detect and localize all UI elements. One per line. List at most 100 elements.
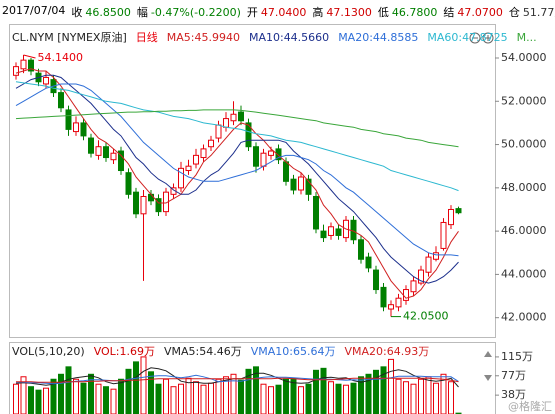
volume-bar — [253, 366, 259, 414]
candle-body — [440, 221, 447, 249]
volume-bar — [88, 373, 94, 414]
volume-bar — [388, 358, 394, 414]
y-tick-label: 54.0000 — [501, 51, 547, 64]
candle-body — [268, 150, 274, 156]
y-tick-label: 52.0000 — [501, 94, 547, 107]
candle-body — [118, 150, 124, 172]
candle-body — [358, 239, 364, 260]
candle-body — [148, 193, 154, 202]
quote-item: 开 47.0400 — [247, 4, 307, 20]
y-tick-label: 77万 — [501, 369, 526, 382]
candle-body — [275, 148, 282, 161]
ma-line — [16, 377, 459, 383]
volume-bar — [95, 383, 102, 414]
volume-bar — [110, 388, 117, 414]
candle-body — [73, 122, 79, 133]
price-frame — [9, 24, 496, 338]
candle-body — [88, 137, 94, 154]
candle-body — [245, 122, 252, 148]
volume-bar — [298, 386, 304, 414]
candle-body — [373, 269, 379, 291]
candle-body — [133, 191, 139, 215]
candle-body — [140, 195, 147, 215]
volume-bar — [305, 383, 312, 414]
candle-body — [95, 146, 102, 156]
quote-item: 收 46.8500 — [71, 4, 131, 20]
candle-body — [13, 66, 19, 76]
volume-bar — [380, 366, 387, 414]
volume-bar — [410, 383, 417, 414]
quote-label: 结 — [443, 6, 455, 19]
volume-bar — [125, 368, 132, 414]
volume-bar — [425, 376, 432, 414]
volume-bar — [260, 383, 267, 414]
volume-bar — [268, 386, 274, 414]
volume-bar — [275, 384, 282, 414]
candle-body — [395, 297, 402, 308]
quote-label: 低 — [377, 6, 389, 19]
candle-body — [448, 208, 454, 226]
quote-value: 46.7800 — [391, 6, 438, 19]
candle-body — [365, 256, 372, 269]
max-pointer — [23, 54, 36, 59]
max-label: 54.1400 — [38, 51, 84, 64]
volume-bar — [28, 386, 34, 414]
volume-bar — [230, 373, 237, 414]
candle-body — [110, 152, 117, 161]
legend-entry: M... — [517, 31, 537, 44]
candle-body — [20, 59, 27, 70]
candle-body — [388, 304, 394, 310]
y-tick-label: 48.0000 — [501, 181, 547, 194]
quote-bar: 2017/07/04 收 46.8500 幅 -0.47%(-0.2200) 开 47.04… — [2, 4, 555, 20]
date: 2017/07/04 — [2, 4, 66, 17]
quote-label: 仓 — [508, 6, 520, 19]
volume-bar — [418, 378, 424, 414]
y-tick-label: 38万 — [501, 388, 526, 401]
volume-bar — [283, 378, 289, 414]
candle-body — [418, 269, 424, 284]
scroll-arrows[interactable] — [484, 351, 492, 381]
candle-body — [410, 280, 417, 293]
candle-body — [305, 178, 312, 195]
volume-bar — [440, 373, 447, 414]
volume-bar — [148, 371, 154, 414]
volume-bar — [103, 386, 109, 414]
volume-bar — [58, 373, 64, 414]
candle-body — [380, 286, 387, 308]
y-tick-label: 50.0000 — [501, 138, 547, 151]
volume-bar — [238, 379, 244, 414]
volume-title: VOL(5,10,20) — [12, 345, 85, 358]
period: 日线 — [136, 30, 158, 44]
candle-body — [283, 161, 289, 182]
symbol: CL.NYM [NYMEX原油] — [12, 30, 127, 44]
volume-bar — [200, 384, 207, 414]
quote-value: -0.47%(-0.2200) — [150, 6, 241, 19]
quote-item: 低 46.7800 — [378, 4, 438, 20]
volume-bar — [80, 382, 87, 414]
y-tick-label: 42.0000 — [501, 311, 547, 324]
legend-entry: MA5:45.9940 — [167, 31, 240, 44]
legend-entry: VMA20:64.93万 — [345, 345, 430, 358]
volume-bar — [373, 369, 379, 414]
volume-bar — [223, 376, 229, 414]
legend-entry: MA60:47.8725 — [427, 31, 507, 44]
candle-body — [455, 208, 462, 214]
candle-body — [103, 146, 109, 159]
candle-body — [200, 148, 207, 159]
candle-body — [43, 76, 49, 85]
quote-value: 51.77万 — [522, 6, 555, 19]
zoom-buttons[interactable] — [469, 32, 494, 44]
quote-value: 47.1300 — [326, 6, 372, 19]
legend-entry: MA20:44.8585 — [338, 31, 418, 44]
volume-bar — [35, 389, 42, 414]
candle-body — [290, 178, 297, 191]
volume-bar — [185, 377, 192, 414]
volume-bar — [328, 381, 334, 414]
volume-bar — [65, 366, 72, 414]
candle-body — [298, 176, 304, 191]
volume-bar — [140, 356, 147, 414]
volume-bar — [335, 383, 342, 414]
candle-body — [215, 124, 222, 139]
volume-bar — [433, 382, 439, 414]
candle-body — [185, 165, 192, 172]
